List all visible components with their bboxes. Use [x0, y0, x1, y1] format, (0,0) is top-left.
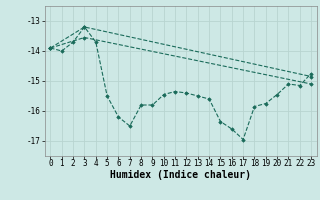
X-axis label: Humidex (Indice chaleur): Humidex (Indice chaleur): [110, 170, 251, 180]
